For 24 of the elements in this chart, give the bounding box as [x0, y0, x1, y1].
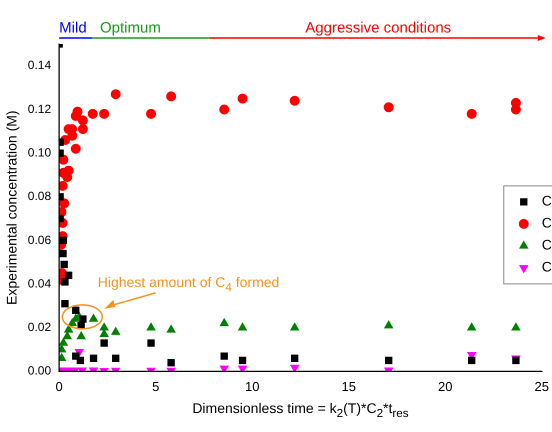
x-tick-label: 25 [534, 378, 550, 394]
x-tick-label: 5 [152, 378, 160, 394]
y-tick-label: 0.06 [28, 232, 52, 247]
y-tick-label: 0.00 [28, 364, 52, 378]
x-axis-title: Dimensionless time = k$_{2}$(T)*C$_{2}$*t$_{res}$ [192, 400, 409, 420]
y-tick-label: 0.14 [28, 58, 52, 72]
y-tick-label: 0.10 [28, 145, 52, 160]
text: Aggressive conditions [305, 20, 452, 37]
legend-label: C [542, 192, 552, 209]
legend-label: C [542, 236, 552, 253]
y-tick-label: 0.02 [28, 320, 52, 334]
y-tick-label: 0.04 [28, 276, 52, 290]
x-tick-label: 10 [244, 378, 260, 394]
annotation: Highest amount of C$_{4}$ formed [98, 274, 280, 294]
legend-label: C [542, 258, 552, 275]
y-tick-label: 0.08 [28, 189, 52, 204]
y-tick-label: 0.12 [28, 102, 52, 116]
x-tick-label: 0 [56, 378, 63, 394]
y-axis-title: Experimental concentration (M) [3, 110, 20, 305]
text: Optimum [100, 20, 161, 37]
legend-label: C [542, 214, 552, 231]
x-tick-label: 15 [341, 378, 356, 394]
x-tick-label: 20 [438, 378, 452, 394]
text: Mild [59, 20, 87, 37]
